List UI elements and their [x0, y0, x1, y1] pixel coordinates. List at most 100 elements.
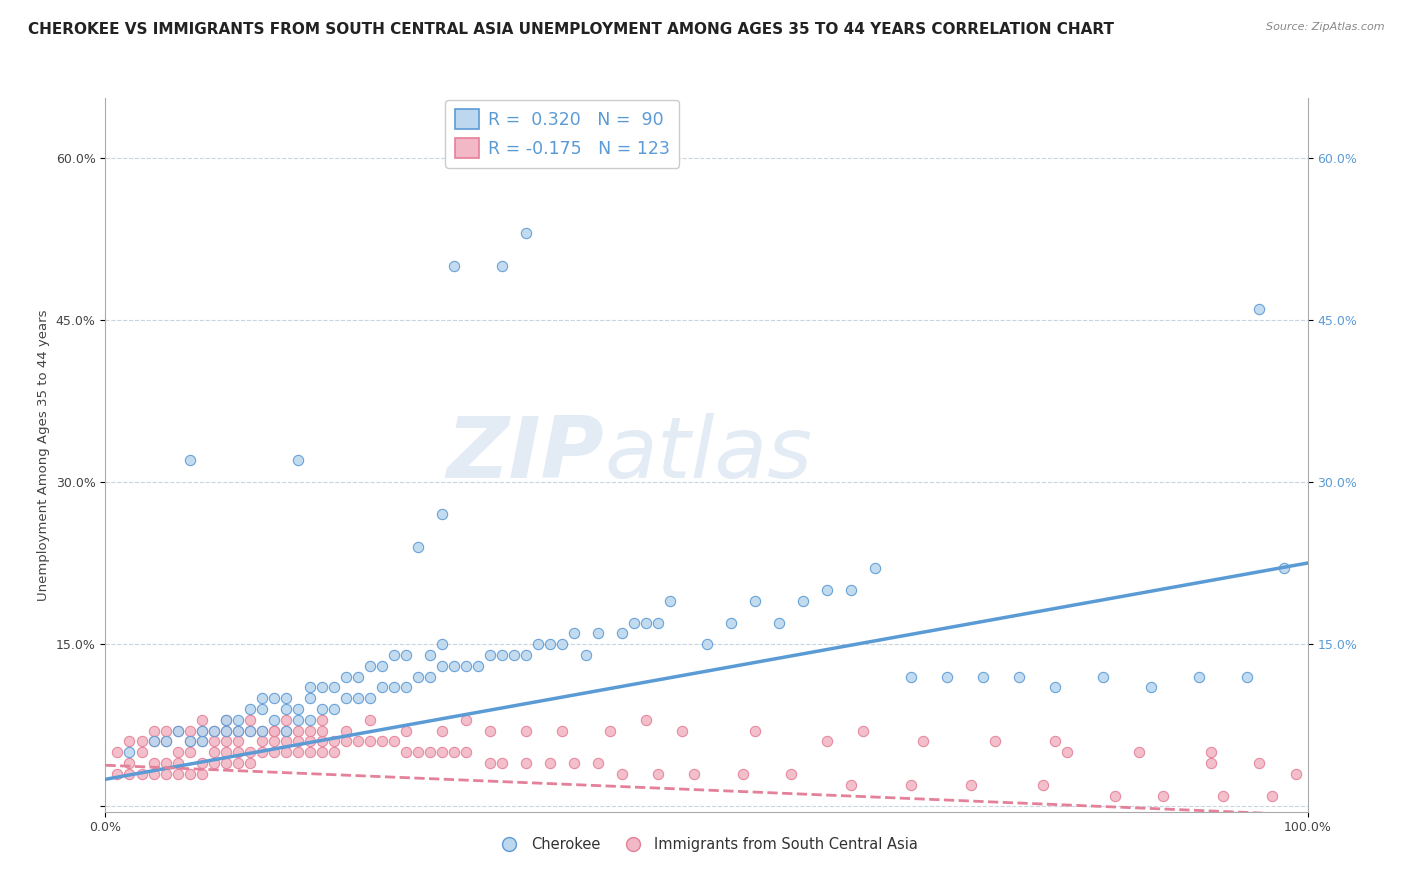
Point — [214, 713, 236, 727]
Point — [118, 745, 141, 759]
Point — [263, 734, 285, 748]
Point — [562, 626, 585, 640]
Point — [1043, 734, 1066, 748]
Point — [406, 745, 429, 759]
Point — [430, 723, 453, 738]
Point — [155, 767, 177, 781]
Point — [419, 745, 441, 759]
Point — [984, 734, 1007, 748]
Point — [443, 259, 465, 273]
Point — [214, 734, 236, 748]
Point — [1043, 681, 1066, 695]
Point — [155, 756, 177, 770]
Point — [612, 626, 634, 640]
Point — [239, 723, 262, 738]
Point — [683, 767, 706, 781]
Point — [815, 583, 838, 598]
Point — [359, 691, 381, 706]
Point — [696, 637, 718, 651]
Point — [491, 648, 513, 662]
Point — [311, 723, 333, 738]
Point — [623, 615, 645, 630]
Point — [768, 615, 790, 630]
Point — [131, 734, 153, 748]
Point — [1260, 789, 1282, 803]
Point — [298, 745, 321, 759]
Point — [1152, 789, 1174, 803]
Point — [1032, 778, 1054, 792]
Point — [454, 745, 477, 759]
Point — [515, 756, 537, 770]
Point — [443, 745, 465, 759]
Point — [202, 723, 225, 738]
Point — [202, 723, 225, 738]
Point — [359, 734, 381, 748]
Point — [588, 756, 610, 770]
Point — [250, 745, 273, 759]
Point — [960, 778, 983, 792]
Point — [636, 615, 658, 630]
Point — [239, 745, 262, 759]
Point — [454, 658, 477, 673]
Text: ZIP: ZIP — [447, 413, 605, 497]
Point — [131, 767, 153, 781]
Point — [430, 658, 453, 673]
Point — [166, 756, 188, 770]
Point — [214, 745, 236, 759]
Point — [239, 702, 262, 716]
Point — [720, 615, 742, 630]
Point — [454, 713, 477, 727]
Point — [347, 734, 370, 748]
Point — [298, 713, 321, 727]
Point — [527, 637, 550, 651]
Point — [406, 540, 429, 554]
Point — [515, 723, 537, 738]
Point — [839, 778, 862, 792]
Point — [1140, 681, 1163, 695]
Point — [779, 767, 801, 781]
Point — [250, 691, 273, 706]
Point — [1236, 669, 1258, 683]
Point — [263, 723, 285, 738]
Point — [226, 723, 249, 738]
Point — [311, 681, 333, 695]
Point — [322, 745, 344, 759]
Point — [287, 734, 309, 748]
Point — [1188, 669, 1211, 683]
Point — [263, 713, 285, 727]
Point — [250, 734, 273, 748]
Point — [298, 681, 321, 695]
Point — [166, 745, 188, 759]
Point — [250, 723, 273, 738]
Point — [467, 658, 489, 673]
Point — [179, 745, 201, 759]
Point — [1284, 767, 1306, 781]
Point — [214, 713, 236, 727]
Point — [214, 723, 236, 738]
Point — [107, 745, 129, 759]
Point — [274, 723, 297, 738]
Point — [551, 637, 574, 651]
Point — [430, 745, 453, 759]
Point — [179, 723, 201, 738]
Point — [190, 713, 212, 727]
Point — [118, 767, 141, 781]
Point — [551, 723, 574, 738]
Point — [263, 691, 285, 706]
Point — [419, 669, 441, 683]
Point — [972, 669, 994, 683]
Point — [395, 648, 418, 662]
Point — [274, 723, 297, 738]
Point — [311, 702, 333, 716]
Point — [647, 767, 669, 781]
Point — [491, 259, 513, 273]
Point — [900, 778, 922, 792]
Point — [166, 723, 188, 738]
Point — [298, 723, 321, 738]
Point — [792, 594, 814, 608]
Point — [839, 583, 862, 598]
Point — [322, 734, 344, 748]
Point — [335, 691, 357, 706]
Point — [395, 681, 418, 695]
Point — [1092, 669, 1115, 683]
